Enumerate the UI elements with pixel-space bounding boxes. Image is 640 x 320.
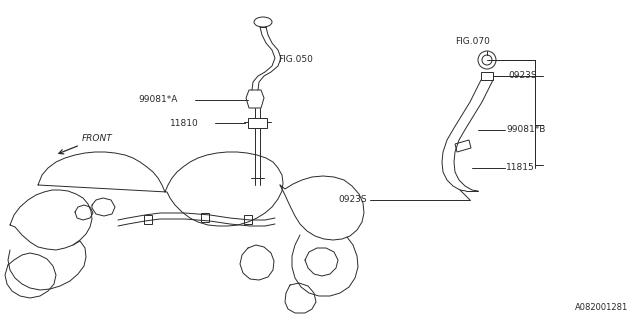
Text: 11815: 11815 [506, 164, 535, 172]
Text: A082001281: A082001281 [575, 303, 628, 312]
Text: FRONT: FRONT [82, 134, 113, 143]
Text: 99081*B: 99081*B [506, 125, 545, 134]
Text: FIG.070: FIG.070 [455, 37, 490, 46]
Text: 0923S: 0923S [508, 71, 536, 81]
Text: 99081*A: 99081*A [138, 95, 177, 105]
Text: FIG.050: FIG.050 [278, 55, 313, 65]
Text: 0923S: 0923S [338, 196, 367, 204]
Text: 11810: 11810 [170, 118, 199, 127]
